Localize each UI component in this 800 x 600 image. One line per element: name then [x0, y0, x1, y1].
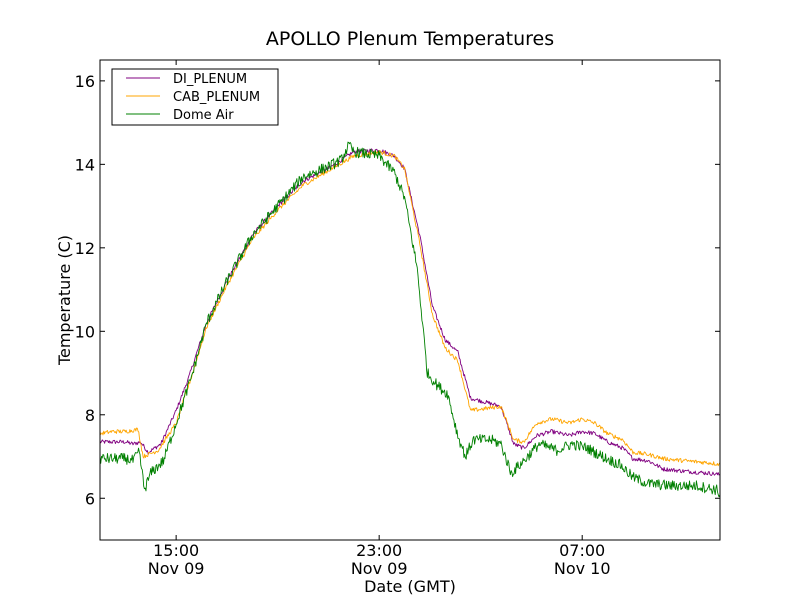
x-tick-label-time: 23:00	[356, 541, 402, 560]
series-layer	[100, 141, 720, 498]
y-tick-label: 6	[85, 489, 95, 508]
y-tick-label: 10	[75, 322, 95, 341]
series-line-di-plenum	[100, 148, 720, 476]
series-line-dome-air	[100, 141, 720, 498]
legend-label-cab-plenum: CAB_PLENUM	[173, 90, 260, 105]
x-tick-label-date: Nov 09	[351, 559, 408, 578]
legend-label-di-plenum: DI_PLENUM	[173, 72, 247, 87]
series-line-cab-plenum	[100, 149, 720, 467]
x-tick-label-date: Nov 09	[148, 559, 205, 578]
x-tick-label-time: 07:00	[559, 541, 605, 560]
legend: DI_PLENUM CAB_PLENUM Dome Air	[111, 68, 279, 126]
y-tick-label: 14	[75, 155, 95, 174]
plot-frame	[99, 59, 721, 541]
x-tick-label-date: Nov 10	[554, 559, 611, 578]
y-tick-label: 12	[75, 239, 95, 258]
y-tick-label: 16	[75, 72, 95, 91]
y-axis: 6 8 10 12 14 16	[75, 72, 720, 508]
chart-title: APOLLO Plenum Temperatures	[266, 28, 554, 50]
y-tick-label: 8	[85, 406, 95, 425]
legend-label-dome-air: Dome Air	[173, 108, 234, 123]
x-axis-label: Date (GMT)	[364, 577, 456, 596]
y-axis-label: Temperature (C)	[55, 235, 74, 366]
x-tick-label-time: 15:00	[153, 541, 199, 560]
